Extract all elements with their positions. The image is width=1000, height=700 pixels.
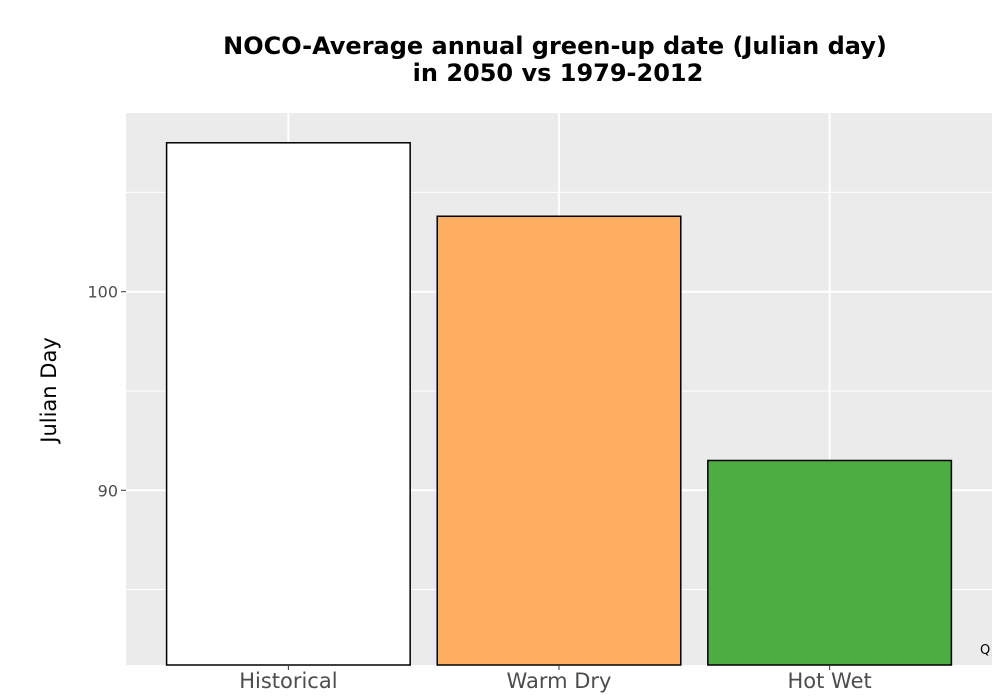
- corner-mark: Q: [980, 643, 990, 658]
- x-tick-label: Warm Dry: [507, 669, 612, 693]
- bar-historical: [165, 142, 411, 666]
- y-tick-label: 100: [87, 283, 118, 302]
- bar-hot-wet: [707, 459, 953, 666]
- chart-title-line-2: in 2050 vs 1979-2012: [413, 59, 704, 87]
- x-tick-label: Historical: [239, 669, 337, 693]
- x-tick-label: Hot Wet: [788, 669, 872, 693]
- bars: [165, 142, 953, 666]
- y-axis-ticks: 90 100: [87, 283, 126, 500]
- y-tick-label: 90: [98, 481, 118, 500]
- x-axis-ticks: Historical Warm Dry Hot Wet: [239, 665, 872, 693]
- bar-warm-dry: [436, 215, 682, 666]
- chart-title-line-1: NOCO-Average annual green-up date (Julia…: [223, 32, 887, 60]
- y-axis-title: Julian Day: [37, 337, 61, 445]
